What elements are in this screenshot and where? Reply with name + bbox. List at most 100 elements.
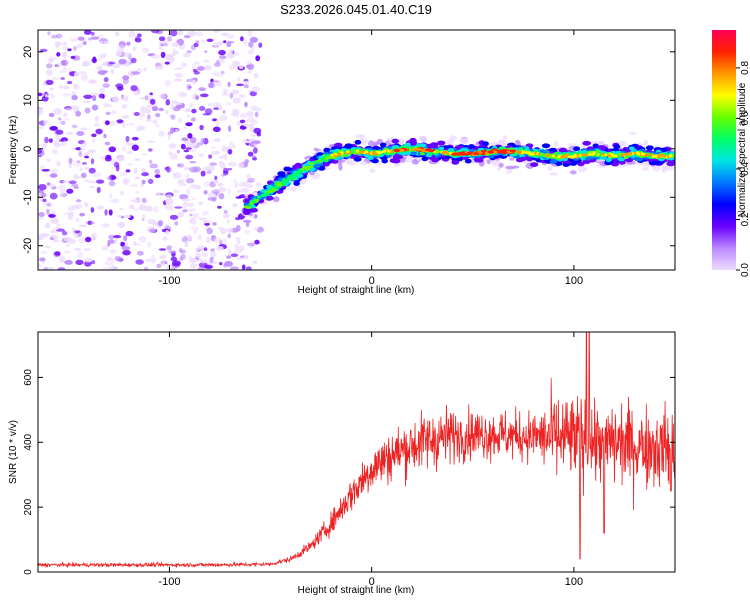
noise-speckle: [189, 184, 198, 189]
noise-speckle: [151, 254, 156, 261]
noise-speckle: [141, 197, 147, 204]
noise-speckle: [120, 190, 124, 196]
signal-peak: [651, 155, 655, 159]
noise-speckle: [104, 156, 112, 162]
noise-speckle: [121, 115, 130, 119]
noise-speckle: [79, 167, 83, 172]
noise-speckle: [118, 171, 128, 176]
noise-speckle: [107, 242, 111, 247]
noise-speckle: [213, 237, 222, 244]
signal-core: [379, 142, 387, 148]
signal-peak: [623, 153, 627, 156]
noise-speckle: [168, 143, 177, 149]
noise-speckle: [231, 89, 240, 95]
noise-speckle: [200, 170, 206, 177]
noise-speckle: [113, 235, 122, 239]
noise-speckle: [133, 112, 140, 116]
noise-speckle: [134, 37, 142, 43]
noise-speckle: [178, 117, 183, 123]
signal-halo: [369, 168, 376, 173]
noise-speckle: [223, 40, 227, 44]
signal-core: [308, 162, 314, 166]
noise-speckle: [138, 236, 147, 243]
noise-speckle: [190, 136, 197, 144]
noise-speckle: [236, 240, 241, 244]
noise-speckle: [107, 176, 112, 181]
noise-speckle: [111, 175, 117, 180]
snr-y-tick-label: 600: [23, 369, 34, 386]
noise-speckle: [115, 31, 120, 37]
signal-halo: [309, 171, 315, 176]
noise-speckle: [242, 181, 249, 187]
signal-halo: [286, 186, 295, 191]
noise-speckle: [253, 147, 258, 154]
snr-x-axis: -100 0 100: [158, 332, 583, 588]
noise-speckle: [76, 131, 85, 136]
signal-core: [297, 170, 303, 174]
noise-speckle: [99, 40, 104, 44]
noise-speckle: [120, 215, 125, 219]
noise-speckle: [114, 255, 122, 262]
noise-speckle: [104, 261, 112, 266]
signal-core: [405, 145, 411, 149]
noise-speckle: [120, 241, 125, 247]
noise-speckle: [228, 167, 232, 171]
noise-speckle: [75, 110, 82, 117]
signal-halo: [313, 147, 319, 151]
noise-speckle: [67, 48, 72, 52]
noise-speckle: [252, 260, 258, 264]
noise-speckle: [71, 227, 75, 232]
noise-speckle: [246, 70, 252, 74]
signal-core: [585, 156, 592, 161]
noise-speckle: [82, 100, 92, 104]
signal-halo: [398, 139, 404, 145]
signal-halo: [502, 135, 508, 140]
noise-speckle: [101, 223, 109, 229]
noise-speckle: [250, 119, 258, 125]
noise-speckle: [232, 108, 240, 114]
noise-speckle: [48, 138, 53, 143]
noise-speckle: [250, 134, 257, 137]
noise-speckle: [232, 60, 241, 68]
noise-speckle: [206, 170, 212, 175]
noise-speckle: [235, 237, 241, 241]
signal-core: [592, 143, 599, 149]
noise-speckle: [158, 46, 164, 50]
signal-peak: [371, 150, 375, 154]
noise-speckle: [71, 147, 77, 151]
noise-speckle: [87, 149, 96, 153]
signal-core: [353, 156, 362, 162]
noise-speckle: [63, 118, 70, 121]
signal-core: [438, 146, 445, 151]
noise-speckle: [158, 107, 164, 112]
noise-speckle: [110, 198, 120, 204]
noise-speckle: [220, 70, 225, 74]
noise-speckle: [47, 266, 55, 270]
noise-speckle: [255, 55, 261, 62]
signal-core: [381, 158, 389, 164]
signal-peak: [533, 151, 538, 155]
noise-speckle: [91, 104, 99, 111]
signal-peak: [613, 154, 617, 158]
signal-halo: [509, 157, 515, 161]
noise-speckle: [179, 256, 184, 262]
noise-speckle: [256, 131, 261, 137]
signal-core: [633, 156, 641, 161]
noise-speckle: [203, 190, 208, 195]
signal-peak: [654, 154, 658, 158]
noise-speckle: [38, 235, 42, 241]
snr-y-tick-label: 400: [23, 433, 34, 450]
noise-speckle: [243, 84, 249, 89]
signal-peak: [338, 152, 342, 156]
noise-speckle: [230, 266, 239, 270]
spectrogram-x-tick-label: 0: [369, 275, 375, 287]
noise-speckle: [125, 230, 134, 237]
noise-speckle: [78, 237, 88, 244]
signal-core: [530, 162, 539, 168]
noise-speckle: [84, 166, 90, 171]
noise-speckle: [111, 62, 120, 69]
noise-speckle: [195, 252, 201, 258]
noise-speckle: [78, 224, 87, 228]
signal-core: [421, 156, 429, 162]
noise-speckle: [121, 95, 129, 102]
